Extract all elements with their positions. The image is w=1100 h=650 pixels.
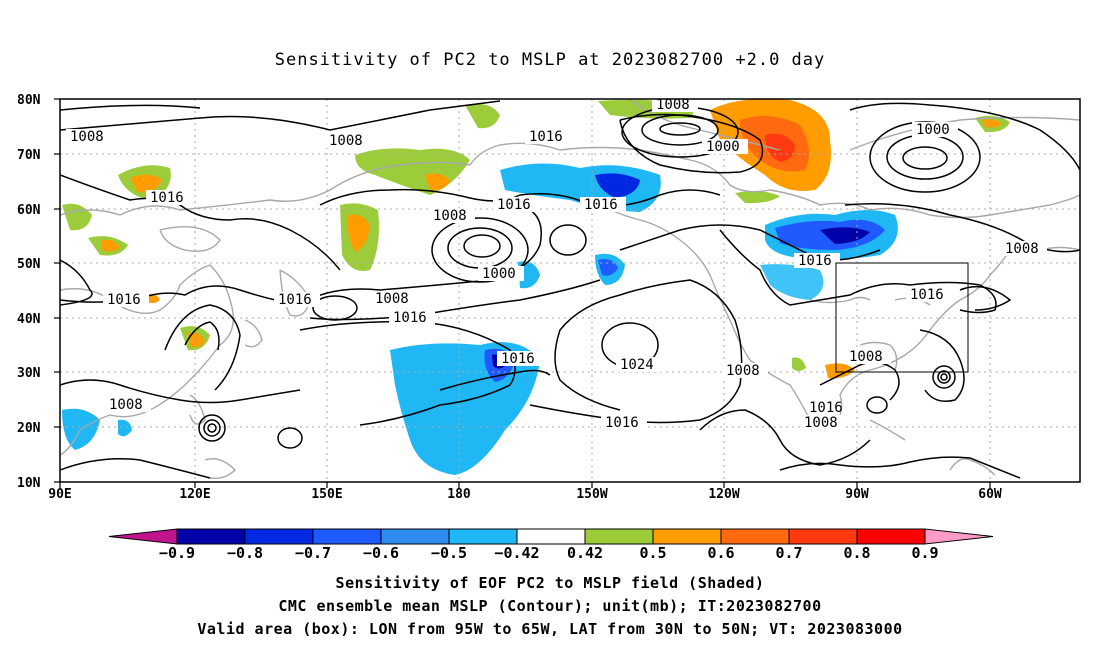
- lat-label: 10N: [17, 476, 41, 491]
- colorbar-label: 0.6: [707, 544, 734, 562]
- colorbar-label: 0.42: [567, 544, 603, 562]
- lon-label: 120E: [179, 487, 210, 502]
- colorbar-segment: [584, 528, 654, 545]
- lon-label: 180: [447, 487, 471, 502]
- colorbar-label: −0.8: [227, 544, 263, 562]
- contour-label: 1016: [529, 129, 563, 145]
- colorbar-segment: [720, 528, 790, 545]
- colorbar-over-arrow: [924, 528, 994, 545]
- contour-label: 1008: [329, 133, 363, 149]
- colorbar-label: −0.42: [494, 544, 539, 562]
- contour-label: 1008: [109, 397, 143, 413]
- shade-positive-region: [347, 214, 370, 252]
- contour-label: 1000: [706, 139, 740, 155]
- colorbar-label: −0.9: [159, 544, 195, 562]
- colorbar-under-arrow: [108, 528, 178, 545]
- contour-label: 1008: [375, 291, 409, 307]
- lon-labels: 90E 120E 150E 180 150W 120W 90W 60W: [48, 487, 1002, 502]
- shade-positive-region: [735, 191, 780, 204]
- colorbar-segment: [244, 528, 314, 545]
- colorbar-segment: [312, 528, 382, 545]
- lon-label: 120W: [708, 487, 739, 502]
- colorbar-segment: [380, 528, 450, 545]
- lat-label: 70N: [17, 148, 41, 163]
- colorbar-label: −0.6: [363, 544, 399, 562]
- colorbar-segment: [856, 528, 926, 545]
- colorbar-label: −0.7: [295, 544, 331, 562]
- valid-area-box: [835, 262, 969, 373]
- shade-positive-region: [825, 363, 855, 379]
- shade-negative-region: [595, 173, 640, 198]
- contour-label: 1008: [656, 97, 690, 113]
- contour-label: 1016: [584, 197, 618, 213]
- lat-labels: 80N 70N 60N 50N 40N 30N 20N 10N: [17, 93, 41, 491]
- colorbar-label: 0.7: [775, 544, 802, 562]
- lon-label: 150E: [311, 487, 342, 502]
- caption-line-1: Sensitivity of EOF PC2 to MSLP field (Sh…: [335, 574, 765, 592]
- shade-positive-region: [62, 203, 92, 231]
- contour-label: 1016: [809, 400, 843, 416]
- lat-label: 40N: [17, 312, 41, 327]
- shade-positive-region: [982, 119, 1002, 128]
- lon-label: 150W: [576, 487, 607, 502]
- colorbar-label: −0.5: [431, 544, 467, 562]
- lat-label: 60N: [17, 203, 41, 218]
- contour-label: 1000: [916, 122, 950, 138]
- lat-label: 50N: [17, 257, 41, 272]
- lat-lon-grid: [60, 99, 1080, 482]
- contour-label: 1008: [726, 363, 760, 379]
- shade-negative-region: [118, 419, 132, 437]
- contour-label: 1000: [482, 266, 516, 282]
- shade-positive-region: [465, 103, 500, 129]
- caption-line-3: Valid area (box): LON from 95W to 65W, L…: [197, 620, 903, 638]
- contour-label: 1008: [70, 129, 104, 145]
- contour-label: 1016: [798, 253, 832, 269]
- lon-label: 60W: [978, 487, 1002, 502]
- caption-line-2: CMC ensemble mean MSLP (Contour); unit(m…: [278, 597, 822, 615]
- colorbar-label: 0.8: [843, 544, 870, 562]
- colorbar-label: 0.9: [911, 544, 938, 562]
- shade-positive-region: [355, 148, 470, 195]
- contour-label: 1016: [910, 287, 944, 303]
- contour-label: 1016: [150, 190, 184, 206]
- shade-positive-region: [425, 173, 450, 191]
- contour-label: 1016: [393, 310, 427, 326]
- shade-positive-region: [792, 357, 806, 371]
- contour-label: 1016: [501, 351, 535, 367]
- contour-label: 1008: [433, 208, 467, 224]
- contour-label: 1016: [605, 415, 639, 431]
- axis-ticks: [54, 98, 991, 488]
- lat-label: 80N: [17, 93, 41, 108]
- shade-positive-region: [102, 239, 120, 252]
- contour-label: 1008: [1005, 241, 1039, 257]
- colorbar-segment: [652, 528, 722, 545]
- colorbar-label: 0.5: [639, 544, 666, 562]
- contour-label: 1024: [620, 357, 654, 373]
- contour-label: 1008: [849, 349, 883, 365]
- mslp-contours: [60, 100, 1080, 479]
- map-title: Sensitivity of PC2 to MSLP at 2023082700…: [274, 50, 826, 70]
- contour-label: 1016: [107, 292, 141, 308]
- lat-label: 30N: [17, 366, 41, 381]
- shade-negative-region: [760, 264, 824, 300]
- colorbar-segment: [516, 528, 586, 545]
- shade-positive-region: [765, 133, 795, 162]
- shade-positive-region: [188, 332, 205, 348]
- shade-positive-region: [130, 174, 162, 193]
- shade-positive-region: [148, 294, 160, 304]
- colorbar-segment: [176, 528, 246, 545]
- contour-labels: 1008 1008 1016 1008 1000 1000 1016 1016 …: [66, 97, 1047, 431]
- lat-label: 20N: [17, 421, 41, 436]
- lon-label: 90E: [48, 487, 71, 502]
- lon-label: 90W: [845, 487, 869, 502]
- contour-label: 1016: [497, 197, 531, 213]
- colorbar: −0.9 −0.8 −0.7 −0.6 −0.5 −0.42 0.42 0.5 0.6 0.7 0.…: [108, 528, 994, 562]
- plot-frame: [59, 98, 1081, 483]
- colorbar-segment: [788, 528, 858, 545]
- contour-label: 1008: [804, 415, 838, 431]
- contour-label: 1016: [278, 292, 312, 308]
- colorbar-segment: [448, 528, 518, 545]
